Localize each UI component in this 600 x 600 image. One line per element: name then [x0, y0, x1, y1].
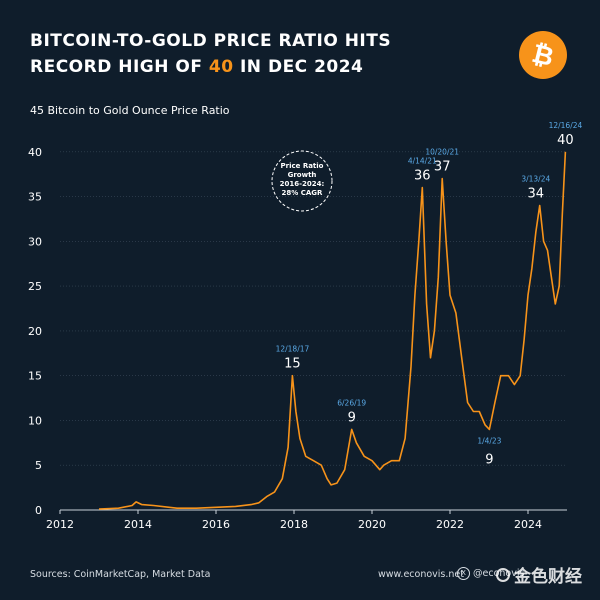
growth-note-circle [271, 150, 333, 212]
title-line-2-pre: RECORD HIGH OF [30, 57, 209, 77]
x-tick-label-2024: 2024 [514, 518, 542, 531]
growth-note-badge: Price Ratio Growth 2016-2024: 28% CAGR [271, 150, 333, 212]
x-axis-ticks: 2012 2014 2016 2018 2020 2022 2024 [46, 510, 542, 531]
growth-note-line-4: 28% CAGR [282, 189, 323, 197]
y-axis-ticks: 0 5 10 15 20 25 30 35 40 [28, 146, 42, 517]
y-tick-label-40: 40 [28, 146, 42, 159]
growth-note-line-2: Growth [288, 171, 317, 179]
series-line [98, 151, 567, 510]
y-tick-label-5: 5 [35, 459, 42, 472]
annotation-value-6-26-19: 9 [348, 410, 356, 425]
watermark-icon [496, 567, 510, 582]
bitcoin-logo-icon: ₿ [519, 31, 567, 79]
title-line-2: RECORD HIGH OF 40 IN DEC 2024 [30, 54, 391, 80]
annotation-value-10-20-21: 37 [434, 160, 451, 175]
annotation-value-1-4-23: 9 [485, 452, 493, 467]
annotation-date-10-20-21: 10/20/21 [425, 148, 459, 157]
sources-note: Sources: CoinMarketCap, Market Data [30, 569, 211, 580]
chart-subtitle: Bitcoin to Gold Ounce Price Ratio [47, 104, 230, 117]
x-logo-icon: X [457, 567, 470, 580]
peak-annotations: 12/18/17 15 6/26/19 9 4/14/21 36 10/20/21 37 1/4… [276, 121, 583, 468]
annotation-value-3-13-24: 34 [528, 187, 545, 202]
annotation-value-12-18-17: 15 [284, 357, 301, 372]
chart-axis-title: 45 Bitcoin to Gold Ounce Price Ratio [30, 104, 230, 117]
growth-note-line-1: Price Ratio [281, 162, 324, 170]
y-tick-label-35: 35 [28, 191, 42, 204]
title-line-1: BITCOIN-TO-GOLD PRICE RATIO HITS [30, 31, 392, 51]
y-tick-label-0: 0 [35, 504, 42, 517]
annotation-value-4-14-21: 36 [414, 169, 431, 184]
annotation-date-6-26-19: 6/26/19 [337, 398, 366, 407]
watermark-text: 金色财经 [514, 567, 582, 587]
gridlines [60, 151, 567, 466]
chart-title: BITCOIN-TO-GOLD PRICE RATIO HITS RECORD … [30, 28, 391, 80]
y-tick-label-15: 15 [28, 370, 42, 383]
annotation-date-12-16-24: 12/16/24 [549, 121, 583, 130]
website-link[interactable]: www.econovis.net [378, 569, 464, 580]
y-tick-label-30: 30 [28, 235, 42, 248]
annotation-value-12-16-24: 40 [557, 133, 574, 148]
annotation-date-3-13-24: 3/13/24 [521, 175, 550, 184]
x-tick-label-2012: 2012 [46, 518, 74, 531]
watermark: 金色财经 [496, 562, 582, 587]
y-tick-label-10: 10 [28, 414, 42, 427]
annotation-date-1-4-23: 1/4/23 [477, 436, 501, 445]
x-tick-label-2014: 2014 [124, 518, 152, 531]
y-tick-label-20: 20 [28, 325, 42, 338]
y-tick-label-25: 25 [28, 280, 42, 293]
annotation-date-12-18-17: 12/18/17 [276, 345, 310, 354]
x-tick-label-2022: 2022 [436, 518, 464, 531]
y-axis-top-label: 45 [30, 104, 44, 117]
title-highlight-value: 40 [208, 57, 234, 77]
x-tick-label-2020: 2020 [358, 518, 386, 531]
x-tick-label-2018: 2018 [280, 518, 308, 531]
x-tick-label-2016: 2016 [202, 518, 230, 531]
title-line-2-post: IN DEC 2024 [233, 57, 364, 77]
annotation-date-4-14-21: 4/14/21 [408, 157, 437, 166]
growth-note-line-3: 2016-2024: [280, 180, 325, 188]
